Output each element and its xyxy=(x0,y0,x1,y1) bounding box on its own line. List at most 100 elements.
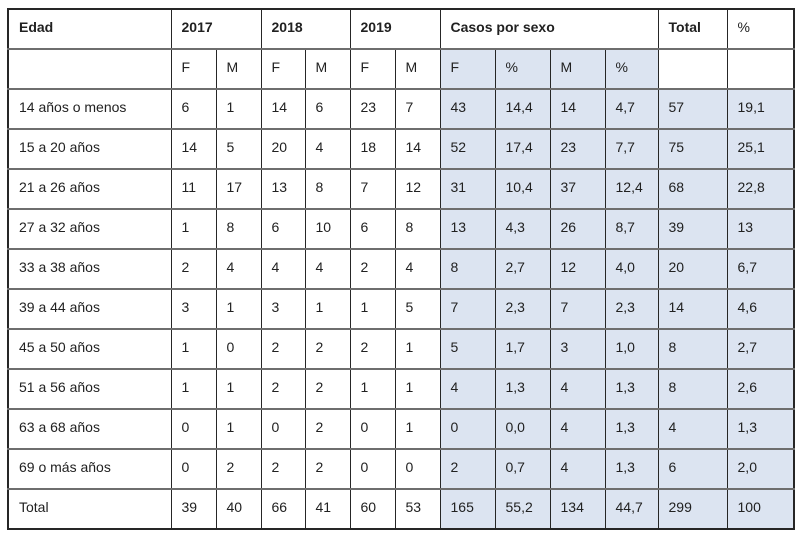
value-cell: 0 xyxy=(349,449,396,490)
value-cell: 8 xyxy=(657,369,728,410)
age-label-cell: 14 años o menos xyxy=(7,89,172,130)
table-row: 39 a 44 años 3 1 3 1 1 5 7 2,3 7 2,3 14 4,6 xyxy=(7,289,795,330)
table-row: 27 a 32 años 1 8 6 10 6 8 13 4,3 26 8,7 39 13 xyxy=(7,209,795,250)
value-cell: 1 xyxy=(215,409,262,450)
value-cell: 1,3 xyxy=(726,409,795,450)
value-cell: 55,2 xyxy=(494,489,551,530)
value-cell: 66 xyxy=(260,489,306,530)
value-cell: 4,0 xyxy=(604,249,659,290)
header-year-2019: 2019 xyxy=(349,9,441,50)
table-header-row-sub: F M F M F M F % M % xyxy=(7,49,795,90)
header-year-2018: 2018 xyxy=(260,9,351,50)
value-cell: 0 xyxy=(394,449,441,490)
value-cell: 0 xyxy=(439,409,496,450)
value-cell: 7 xyxy=(349,169,396,210)
table-row: 51 a 56 años 1 1 2 2 1 1 4 1,3 4 1,3 8 2,6 xyxy=(7,369,795,410)
value-cell: 8 xyxy=(304,169,351,210)
value-cell: 0 xyxy=(215,329,262,370)
value-cell: 7 xyxy=(439,289,496,330)
value-cell: 165 xyxy=(439,489,496,530)
age-label-cell: 39 a 44 años xyxy=(7,289,172,330)
subheader-2019-m: M xyxy=(394,49,441,90)
value-cell: 23 xyxy=(549,129,606,170)
value-cell: 2,7 xyxy=(494,249,551,290)
value-cell: 5 xyxy=(215,129,262,170)
value-cell: 4 xyxy=(549,449,606,490)
age-label-cell: 69 o más años xyxy=(7,449,172,490)
value-cell: 6 xyxy=(657,449,728,490)
value-cell: 1 xyxy=(170,369,217,410)
value-cell: 14 xyxy=(260,89,306,130)
value-cell: 299 xyxy=(657,489,728,530)
value-cell: 1,3 xyxy=(604,449,659,490)
subheader-empty-percent xyxy=(726,49,795,90)
age-label-cell: 63 a 68 años xyxy=(7,409,172,450)
value-cell: 2 xyxy=(304,409,351,450)
value-cell: 0 xyxy=(170,449,217,490)
table-header-row-top: Edad 2017 2018 2019 Casos por sexo Total… xyxy=(7,9,795,50)
value-cell: 2 xyxy=(304,369,351,410)
value-cell: 2 xyxy=(170,249,217,290)
value-cell: 6 xyxy=(260,209,306,250)
value-cell: 7 xyxy=(394,89,441,130)
value-cell: 1 xyxy=(349,369,396,410)
value-cell: 2 xyxy=(349,249,396,290)
value-cell: 53 xyxy=(394,489,441,530)
value-cell: 17,4 xyxy=(494,129,551,170)
value-cell: 23 xyxy=(349,89,396,130)
value-cell: 4 xyxy=(260,249,306,290)
value-cell: 14 xyxy=(549,89,606,130)
value-cell: 2,0 xyxy=(726,449,795,490)
value-cell: 2,3 xyxy=(604,289,659,330)
subheader-empty-edad xyxy=(7,49,172,90)
value-cell: 14 xyxy=(657,289,728,330)
subheader-2019-f: F xyxy=(349,49,396,90)
value-cell: 2 xyxy=(260,449,306,490)
age-label-cell: 21 a 26 años xyxy=(7,169,172,210)
age-label-cell: 51 a 56 años xyxy=(7,369,172,410)
value-cell: 2 xyxy=(304,449,351,490)
table-body: 14 años o menos 6 1 14 6 23 7 43 14,4 14 4,7 57 19,1… xyxy=(7,89,795,530)
value-cell: 75 xyxy=(657,129,728,170)
value-cell: 0,7 xyxy=(494,449,551,490)
subheader-casos-m-percent: % xyxy=(604,49,659,90)
value-cell: 40 xyxy=(215,489,262,530)
subheader-2018-f: F xyxy=(260,49,306,90)
header-percent: % xyxy=(726,9,795,50)
age-label-cell: 33 a 38 años xyxy=(7,249,172,290)
value-cell: 44,7 xyxy=(604,489,659,530)
value-cell: 1,3 xyxy=(604,409,659,450)
value-cell: 41 xyxy=(304,489,351,530)
value-cell: 5 xyxy=(439,329,496,370)
value-cell: 134 xyxy=(549,489,606,530)
value-cell: 2,7 xyxy=(726,329,795,370)
value-cell: 12 xyxy=(394,169,441,210)
value-cell: 4 xyxy=(439,369,496,410)
subheader-2017-m: M xyxy=(215,49,262,90)
value-cell: 2 xyxy=(439,449,496,490)
value-cell: 1,3 xyxy=(494,369,551,410)
value-cell: 4 xyxy=(549,369,606,410)
value-cell: 8 xyxy=(439,249,496,290)
value-cell: 26 xyxy=(549,209,606,250)
age-label-cell: 27 a 32 años xyxy=(7,209,172,250)
value-cell: 12 xyxy=(549,249,606,290)
header-total: Total xyxy=(657,9,728,50)
value-cell: 14 xyxy=(394,129,441,170)
value-cell: 3 xyxy=(260,289,306,330)
value-cell: 2 xyxy=(215,449,262,490)
value-cell: 8 xyxy=(657,329,728,370)
value-cell: 1,3 xyxy=(604,369,659,410)
value-cell: 6,7 xyxy=(726,249,795,290)
value-cell: 2 xyxy=(304,329,351,370)
value-cell: 11 xyxy=(170,169,217,210)
value-cell: 1 xyxy=(349,289,396,330)
value-cell: 8,7 xyxy=(604,209,659,250)
value-cell: 20 xyxy=(260,129,306,170)
value-cell: 4,7 xyxy=(604,89,659,130)
value-cell: 2 xyxy=(260,329,306,370)
value-cell: 13 xyxy=(260,169,306,210)
value-cell: 10 xyxy=(304,209,351,250)
value-cell: 1 xyxy=(215,89,262,130)
